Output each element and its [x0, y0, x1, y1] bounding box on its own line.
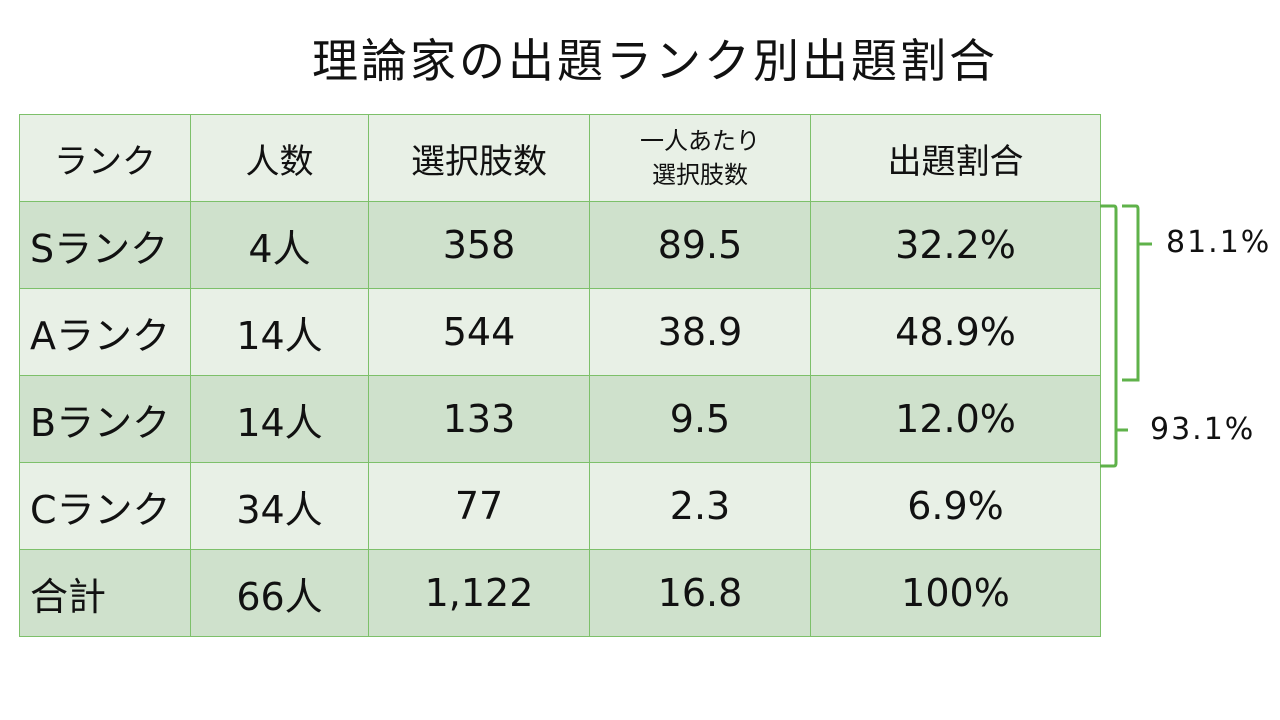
sab-total-label: 93.1% [1150, 412, 1256, 447]
header-per-person-line2: 選択肢数 [652, 161, 748, 189]
cell-people: 4人 [190, 201, 369, 289]
cell-rank: Sランク [19, 201, 191, 289]
cell-rank: Aランク [19, 288, 191, 376]
cell-share: 12.0% [810, 375, 1101, 463]
cell-options: 77 [368, 462, 590, 550]
cell-options: 544 [368, 288, 590, 376]
cell-share: 32.2% [810, 201, 1101, 289]
cell-options: 1,122 [368, 549, 590, 637]
cell-people: 14人 [190, 375, 369, 463]
cell-people: 34人 [190, 462, 369, 550]
cell-per-person: 16.8 [589, 549, 811, 637]
table-row: Aランク 14人 544 38.9 48.9% [19, 288, 1101, 376]
page-title: 理論家の出題ランク別出題割合 [312, 34, 998, 88]
table-row: Sランク 4人 358 89.5 32.2% [19, 201, 1101, 289]
table-row-total: 合計 66人 1,122 16.8 100% [19, 549, 1101, 637]
sa-total-label: 81.1% [1166, 225, 1272, 260]
cell-per-person: 38.9 [589, 288, 811, 376]
cell-share: 6.9% [810, 462, 1101, 550]
table-row: Bランク 14人 133 9.5 12.0% [19, 375, 1101, 463]
header-people: 人数 [190, 114, 369, 202]
header-share: 出題割合 [810, 114, 1101, 202]
cell-share: 100% [810, 549, 1101, 637]
cell-per-person: 89.5 [589, 201, 811, 289]
table-header-row: ランク 人数 選択肢数 一人あたり 選択肢数 出題割合 [19, 114, 1101, 202]
header-rank: ランク [19, 114, 191, 202]
header-options: 選択肢数 [368, 114, 590, 202]
cell-per-person: 2.3 [589, 462, 811, 550]
bracket-sa [1122, 204, 1152, 382]
header-per-person-line1: 一人あたり [640, 127, 760, 155]
cell-rank: 合計 [19, 549, 191, 637]
table-row: Cランク 34人 77 2.3 6.9% [19, 462, 1101, 550]
cell-rank: Cランク [19, 462, 191, 550]
rank-table: ランク 人数 選択肢数 一人あたり 選択肢数 出題割合 Sランク 4人 358 … [19, 114, 1101, 637]
cell-share: 48.9% [810, 288, 1101, 376]
cell-people: 66人 [190, 549, 369, 637]
cell-options: 358 [368, 201, 590, 289]
bracket-sab [1100, 204, 1128, 468]
cell-options: 133 [368, 375, 590, 463]
cell-rank: Bランク [19, 375, 191, 463]
